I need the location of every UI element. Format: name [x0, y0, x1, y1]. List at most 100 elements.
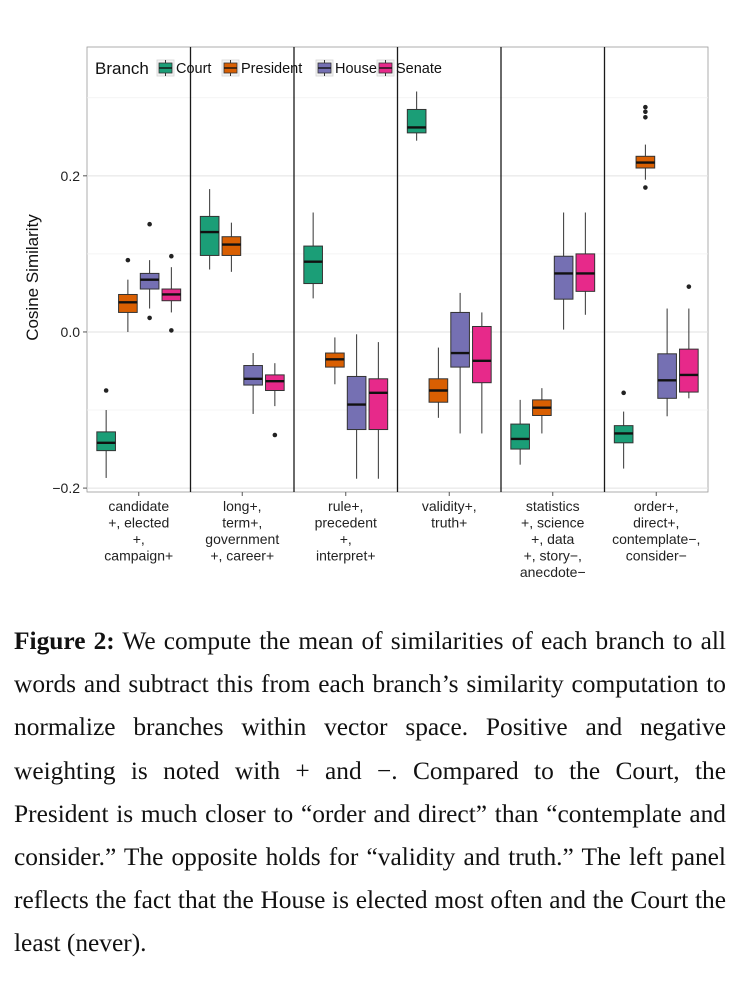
- panel-1: candidate+, elected+,campaign+: [96, 221, 182, 564]
- iqr-box: [346, 375, 367, 431]
- iqr-box: [139, 272, 160, 290]
- iqr-box: [368, 378, 389, 431]
- panel-5: statistics+, science+, data+, story−,ane…: [500, 47, 596, 580]
- y-tick-label: 0.2: [61, 168, 81, 184]
- outlier-point: [621, 390, 626, 396]
- iqr-box: [510, 423, 530, 450]
- outlier-point: [147, 315, 152, 321]
- x-tick-label-line: long+,: [223, 498, 262, 514]
- legend: Branch Court President House Senate: [95, 59, 442, 78]
- box-house: [553, 212, 574, 330]
- box-court: [510, 399, 530, 465]
- box-senate: [265, 363, 285, 438]
- box-president: [118, 257, 138, 332]
- x-tick-label-line: +,: [340, 531, 352, 547]
- iqr-box: [243, 365, 263, 386]
- x-tick-label-line: validity+,: [422, 498, 477, 514]
- iqr-box: [472, 325, 492, 384]
- x-tick-label-line: government: [205, 531, 279, 547]
- x-tick-label-line: truth+: [431, 515, 467, 531]
- y-tick-label: 0.0: [61, 324, 81, 340]
- box-house: [243, 353, 263, 414]
- boxplot-figure: −0.2 0.0 0.2 Cosine Similarity candidate+, e…: [23, 46, 709, 580]
- iqr-box: [221, 236, 242, 256]
- box-house: [657, 308, 677, 417]
- legend-label: Senate: [396, 61, 442, 77]
- figure-caption: Figure 2: We compute the mean of similar…: [14, 620, 726, 966]
- box-senate: [575, 212, 596, 315]
- x-tick-label-line: +,: [133, 531, 145, 547]
- iqr-box: [406, 108, 427, 134]
- outlier-point: [272, 432, 278, 438]
- x-tick-label-line: +, story−,: [524, 548, 582, 564]
- box-court: [303, 212, 323, 299]
- iqr-box: [450, 311, 470, 368]
- box-court: [613, 390, 634, 469]
- box-house: [346, 334, 367, 479]
- iqr-box: [265, 374, 285, 392]
- outlier-point: [643, 104, 648, 110]
- x-tick-label-line: +, career+: [210, 548, 274, 564]
- panel-3: rule+,precedent+,interpret+: [293, 47, 389, 564]
- box-president: [635, 104, 656, 190]
- box-president: [325, 337, 345, 385]
- outlier-point: [169, 253, 174, 259]
- box-senate: [679, 284, 699, 399]
- y-axis-label: Cosine Similarity: [23, 214, 42, 341]
- x-tick-label-line: +, elected: [108, 515, 169, 531]
- legend-label: President: [241, 61, 302, 77]
- legend-entry-house: House: [315, 59, 377, 77]
- legend-entry-senate: Senate: [376, 59, 442, 77]
- x-tick-label-line: anecdote−: [520, 564, 586, 580]
- iqr-box: [553, 255, 574, 300]
- iqr-box: [679, 348, 699, 393]
- box-president: [221, 222, 242, 272]
- outlier-point: [643, 114, 648, 120]
- x-tick-label-line: consider−: [626, 548, 687, 564]
- y-tick-label: −0.2: [52, 480, 80, 496]
- iqr-box: [657, 353, 677, 399]
- box-president: [532, 388, 552, 434]
- panel-6: order+,direct+,contemplate−,consider−: [603, 47, 700, 564]
- box-court: [406, 91, 427, 141]
- box-senate: [161, 253, 182, 333]
- box-house: [139, 221, 160, 321]
- outlier-point: [686, 284, 692, 289]
- x-tick-label-line: rule+,: [328, 498, 363, 514]
- box-president: [428, 347, 449, 418]
- box-senate: [472, 312, 492, 434]
- legend-title: Branch: [95, 59, 149, 78]
- x-tick-label-line: interpret+: [316, 548, 376, 564]
- x-tick-label-line: statistics: [526, 498, 580, 514]
- x-tick-label-line: +, data: [531, 531, 574, 547]
- caption-label: Figure 2:: [14, 627, 115, 655]
- x-tick-label-line: campaign+: [104, 548, 173, 564]
- box-court: [96, 388, 116, 478]
- outlier-point: [169, 328, 174, 333]
- iqr-box: [199, 215, 220, 256]
- outlier-point: [643, 185, 648, 190]
- x-tick-label-line: contemplate−,: [612, 531, 700, 547]
- legend-label: Court: [176, 61, 211, 77]
- x-tick-label-line: order+,: [634, 498, 679, 514]
- legend-entry-court: Court: [156, 59, 211, 77]
- legend-label: House: [335, 61, 377, 77]
- x-tick-label-line: term+,: [222, 515, 262, 531]
- outlier-point: [643, 109, 648, 115]
- outlier-point: [103, 388, 109, 393]
- x-tick-label-line: precedent: [315, 515, 377, 531]
- outlier-point: [125, 257, 131, 263]
- panel-2: long+,term+,government+, career+: [189, 47, 285, 564]
- panel-4: validity+,truth+: [396, 47, 492, 531]
- x-tick-label-line: +, science: [521, 515, 585, 531]
- box-senate: [368, 342, 389, 479]
- box-house: [450, 292, 470, 434]
- iqr-box: [96, 431, 116, 452]
- x-tick-label-line: candidate: [108, 498, 169, 514]
- outlier-point: [147, 221, 152, 227]
- box-court: [199, 189, 220, 270]
- x-tick-label-line: direct+,: [633, 515, 679, 531]
- caption-text: We compute the mean of similarities of e…: [14, 627, 726, 958]
- iqr-box: [303, 245, 323, 285]
- legend-entry-president: President: [221, 59, 302, 77]
